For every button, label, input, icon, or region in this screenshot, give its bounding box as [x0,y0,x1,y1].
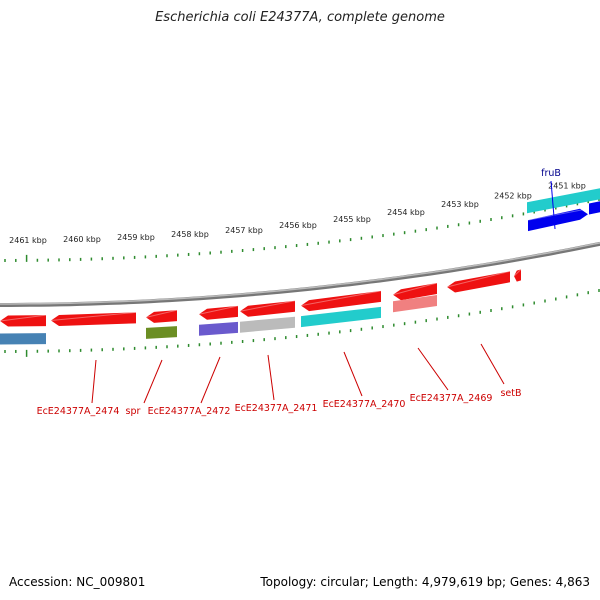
kbp-label: 2451 kbp [548,181,586,190]
label-leader [417,347,449,391]
gene-labels: EcE24377A_2474 spr EcE24377A_2472 EcE24377A… [37,168,561,417]
feature-block [146,326,177,339]
gene-forward-edge [589,201,600,215]
gene-fruB [527,188,600,214]
gene-label: EcE24377A_2470 [323,399,406,410]
gene-label: EcE24377A_2469 [410,393,493,404]
kbp-label: 2459 kbp [117,233,155,242]
gene-reverse [146,310,177,323]
label-leader [267,354,275,401]
gene-reverse [240,300,295,317]
forward-genes [527,188,600,232]
gene-reverse [199,305,238,320]
gene-reverse [0,315,46,327]
kbp-label: 2458 kbp [171,230,209,239]
label-leader [343,351,363,397]
gene-label-fruB: fruB [541,168,561,179]
gene-reverse [447,271,510,293]
gene-reverse [393,283,437,301]
kbp-label: 2454 kbp [387,208,425,217]
kbp-label: 2456 kbp [279,221,317,230]
gene-label: spr [126,406,141,417]
label-leader [143,359,163,404]
accession-text: Accession: NC_009801 [9,575,146,589]
label-leader [480,343,505,385]
gene-label: EcE24377A_2474 [37,406,120,417]
gene-label: setB [500,388,521,399]
topology-text: Topology: circular; Length: 4,979,619 bp… [260,575,590,589]
kbp-label: 2460 kbp [63,235,101,244]
kbp-label: 2452 kbp [494,191,532,200]
ruler-ticks-top [4,198,600,262]
label-leader [91,359,97,404]
gene-forward [528,208,588,232]
gene-reverse [301,290,381,312]
kbp-label: 2457 kbp [225,226,263,235]
feature-block [199,321,238,336]
gene-reverse [51,312,136,327]
gene-label: EcE24377A_2471 [235,403,318,414]
feature-block [240,316,295,333]
feature-block [301,306,381,328]
backbone-line [0,241,600,307]
gene-reverse [514,269,521,282]
reverse-genes [0,268,522,345]
backbone-highlight [0,242,600,305]
kbp-label: 2461 kbp [9,236,47,245]
map-title: Escherichia coli E24377A, complete genom… [155,10,445,25]
feature-block [393,295,437,313]
backbone [0,241,600,307]
label-leader [200,356,221,404]
kbp-label: 2455 kbp [333,215,371,224]
ruler-labels: 2461 kbp 2460 kbp 2459 kbp 2458 kbp 2457 kbp… [9,181,586,245]
gene-label: EcE24377A_2472 [148,406,231,417]
feature-block [0,333,46,345]
ruler-ticks-bottom [4,289,600,357]
label-leader [550,180,556,230]
kbp-label: 2453 kbp [441,200,479,209]
